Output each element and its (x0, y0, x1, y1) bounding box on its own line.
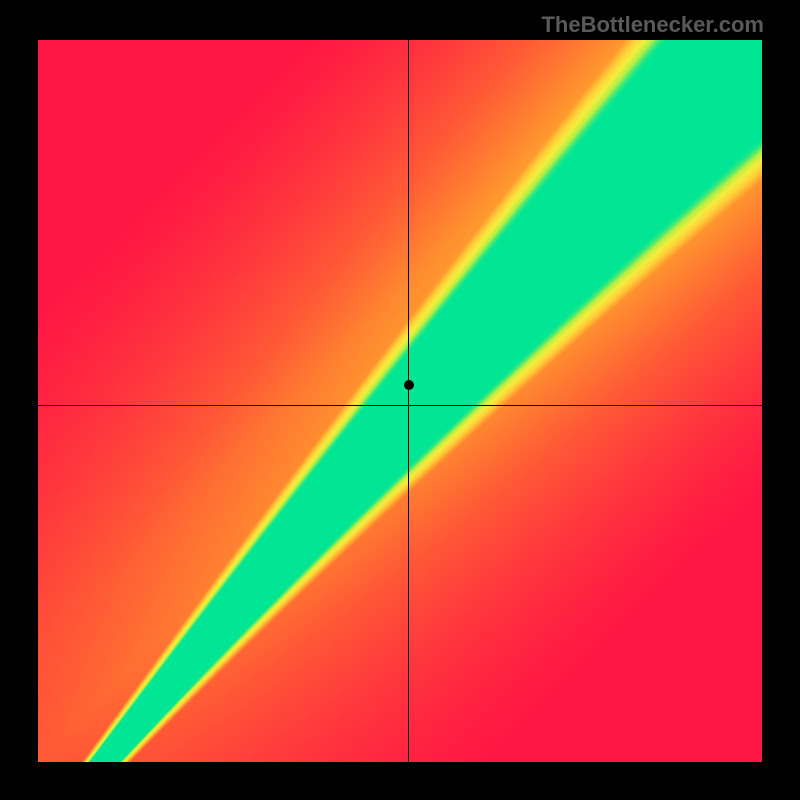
crosshair-horizontal (38, 405, 762, 406)
crosshair-marker-dot (404, 380, 414, 390)
chart-container: TheBottlenecker.com (0, 0, 800, 800)
crosshair-vertical (408, 40, 409, 762)
bottleneck-heatmap (38, 40, 762, 762)
watermark-text: TheBottlenecker.com (541, 12, 764, 38)
